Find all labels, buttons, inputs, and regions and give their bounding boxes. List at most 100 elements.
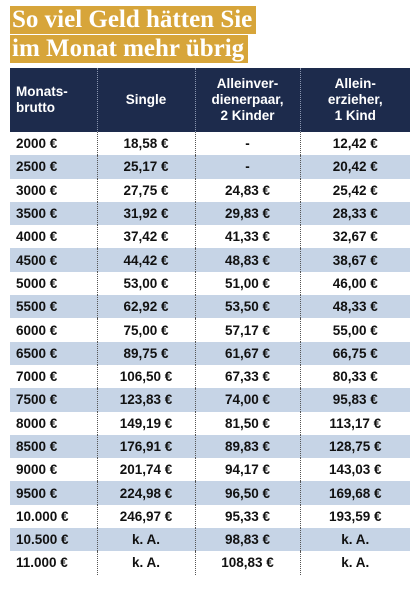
data-table: Monats-brutto Single Alleinver-dienerpaar,… [10,68,410,575]
table-cell: 9500 € [10,481,97,505]
table-cell: 75,00 € [96,318,195,342]
table-row: 2500 €25,17 € -20,42 € [10,155,410,179]
table-cell: 27,75 € [96,178,195,202]
table-row: 8500 €176,91 €89,83 €128,75 € [10,434,410,459]
title-line: im Monat mehr übrig [10,35,249,63]
table-cell: 128,75 € [299,434,410,459]
table-cell: 28,33 € [299,201,410,226]
header-row: Monats-brutto Single Alleinver-dienerpaar,… [10,68,410,132]
table-row: 8000 € 149,19 €81,50 €113,17 € [10,411,410,435]
table-cell: 246,97 € [96,504,195,529]
table-cell: 123,83 € [96,388,195,412]
table-row: 3500 €31,92 €29,83 €28,33 € [10,201,410,226]
table-cell: 98,83 € [194,528,300,552]
header-cell: Allein-erzieher, 1 Kind [299,68,410,132]
table-cell: 12,42 € [299,132,410,156]
header-text: 1 Kind [334,108,376,123]
table-cell: 25,42 € [299,178,410,202]
header-text: erzieher, [327,92,383,107]
table-row: 10.500 € k. A. 98,83 € k. A. [10,528,410,552]
header-text: Monats- [16,84,68,99]
table-cell: 81,50 € [194,411,300,435]
table-row: 5000 € 53,00 €51,00 €46,00 € [10,271,410,296]
table-cell: 106,50 € [96,364,195,389]
table-cell: 32,67 € [299,225,410,249]
table-cell: k. A. [96,528,195,552]
table-cell: 57,17 € [194,318,300,342]
table-cell: 143,03 € [299,458,410,482]
table-row: 4500 €44,42 €48,83 €38,67 € [10,248,410,272]
table-cell: 61,67 € [194,341,300,365]
header-cell: Monats-brutto [10,68,97,132]
header-text: Single [125,92,167,107]
table-cell: 37,42 € [96,225,195,249]
table-cell: 3000 € [16,182,58,198]
table-cell: 55,00 € [299,318,410,342]
table-cell: 24,83 € [194,178,300,202]
table-cell: 7500 € [10,388,97,412]
table-cell: 6500 € [10,341,97,365]
table-cell: 108,83 € [194,551,300,575]
table-row: 2000 € 18,58 € -12,42 € [10,132,410,156]
table-cell: 113,17 € [299,411,410,435]
table-cell: 10.500 € [10,528,97,552]
table-cell: 11.000 € [16,555,68,571]
table-cell: 94,17 € [194,458,300,482]
table-cell: - [194,132,300,156]
table-cell: 48,83 € [194,248,300,272]
table-cell: 169,68 € [299,481,410,505]
table-cell: k. A. [299,551,410,575]
table-cell: 3500 € [10,201,97,226]
table-cell: 74,00 € [194,388,300,412]
table-cell: 66,75 € [299,341,410,365]
table-cell: 10.000 € [16,508,69,524]
table-cell: 5000 € [16,275,58,291]
table-cell: 201,74 € [96,458,195,482]
table-cell: 53,00 € [96,271,195,296]
table-cell: 6000 € [16,322,58,338]
table-row: 10.000 € 246,97 €95,33 €193,59 € [10,504,410,529]
title-line: So viel Geld hätten Sie [10,6,257,34]
table-row: 9000 € 201,74 €94,17 €143,03 € [10,458,410,482]
table-cell: 18,58 € [96,132,195,156]
table-row: 5500 €62,92 €53,50 €48,33 € [10,295,410,319]
header-cell: Single [96,68,195,132]
table-cell: 8000 € [16,415,58,431]
table-cell: 224,98 € [96,481,195,505]
table-cell: 5500 € [10,295,97,319]
table-cell: 96,50 € [194,481,300,505]
table-cell: 8500 € [10,434,97,459]
table-cell: 193,59 € [299,504,410,529]
header-cell: Alleinver-dienerpaar, 2 Kinder [194,68,300,132]
table-cell: 20,42 € [299,155,410,179]
header-text: dienerpaar, [211,92,284,107]
table-cell: 89,75 € [96,341,195,365]
header-text: Alleinver- [216,76,279,91]
table-row: 3000 € 27,75 €24,83 €25,42 € [10,178,410,202]
table-cell: k. A. [96,551,195,575]
table-cell: 67,33 € [194,364,300,389]
table-cell: 2000 € [16,136,58,152]
table-cell: 4500 € [10,248,97,272]
table-cell: 51,00 € [194,271,300,296]
table-cell: 48,33 € [299,295,410,319]
table-cell: 149,19 € [96,411,195,435]
header-text: Allein- [334,76,376,91]
table-cell: 38,67 € [299,248,410,272]
table-body: 2000 € 18,58 € -12,42 €2500 €25,17 € -20,42… [10,132,410,575]
table-cell: 2500 € [10,155,97,179]
table-cell: 29,83 € [194,201,300,226]
table-cell: 176,91 € [96,434,195,459]
table-row: 4000 € 37,42 €41,33 €32,67 € [10,225,410,249]
table-cell: 95,83 € [299,388,410,412]
table-cell: 62,92 € [96,295,195,319]
header-text: 2 Kinder [220,108,275,123]
table-cell: 89,83 € [194,434,300,459]
table-cell: 31,92 € [96,201,195,226]
table-cell: 7000 € [16,369,58,385]
table-cell: 46,00 € [299,271,410,296]
table-row: 7000 € 106,50 €67,33 €80,33 € [10,364,410,389]
table-cell: k. A. [299,528,410,552]
table-cell: 9000 € [16,462,58,478]
